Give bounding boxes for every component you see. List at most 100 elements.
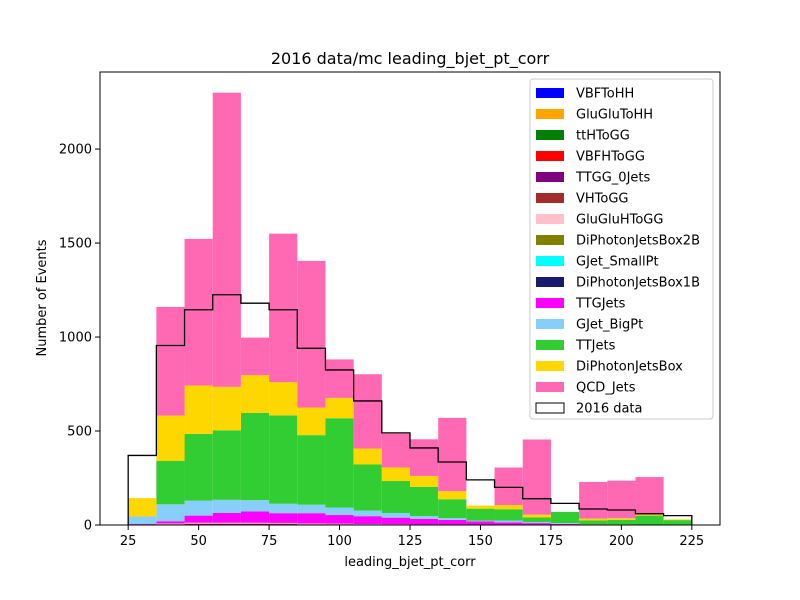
bar-ttjets-bin-10 (410, 486, 439, 516)
bar-ttjets-bin-17 (607, 519, 636, 525)
legend-label-diphotonjetsbox1b: DiPhotonJetsBox1B (576, 276, 700, 291)
bar-qcd-jets-bin-2 (184, 238, 213, 386)
bar-glugluhtogg-bin-6 (297, 523, 326, 525)
legend-label-vbfhtogg: VBFHToGG (576, 150, 645, 165)
x-tick-label: 125 (398, 534, 423, 549)
bar-qcd-jets-bin-13 (494, 467, 523, 506)
bar-ttjets-bin-8 (353, 464, 382, 511)
legend: VBFToHH GluGluToHH ttHToGG VBFHToGG TTGG_0Je… (529, 78, 714, 420)
legend-swatch-vbfhtogg (536, 151, 564, 161)
bar-gjet-bigpt-bin-7 (325, 507, 354, 516)
bar-gjet-bigpt-bin-8 (353, 510, 382, 517)
x-tick-label: 200 (609, 534, 634, 549)
bar-diphotonjetsbox-bin-1 (156, 415, 185, 461)
bar-ttjets-bin-3 (212, 430, 241, 500)
bar-gjet-bigpt-bin-11 (438, 518, 467, 520)
bar-diphotonjetsbox-bin-9 (381, 467, 410, 482)
legend-swatch-ttjets (536, 340, 564, 350)
bar-qcd-jets-bin-8 (353, 374, 382, 449)
bar-qcd-jets-bin-18 (635, 477, 664, 515)
legend-swatch-vbftohh (536, 88, 564, 98)
bar-ttgjets-bin-4 (240, 511, 270, 523)
bar-ttgjets-bin-3 (212, 512, 241, 523)
bar-ttgjets-bin-6 (297, 513, 326, 524)
bar-glugluhtogg-bin-5 (269, 522, 298, 524)
x-tick-label: 225 (679, 534, 704, 549)
bar-gjet-bigpt-bin-4 (240, 500, 270, 512)
stacked-bars (128, 92, 692, 526)
bar-qcd-jets-bin-3 (212, 92, 241, 387)
bar-vhtogg-bin-2 (184, 523, 213, 525)
legend-label-2016-data: 2016 data (576, 402, 643, 417)
bar-ttjets-bin-13 (494, 509, 523, 521)
bar-qcd-jets-bin-10 (410, 439, 439, 476)
x-tick-label: 75 (261, 534, 278, 549)
bar-ttgjets-bin-8 (353, 516, 382, 525)
legend-label-qcd-jets: QCD_Jets (576, 381, 636, 396)
bar-diphotonjetsbox-bin-0 (128, 498, 157, 517)
bar-ttgjets-bin-0 (128, 524, 157, 525)
bar-gjet-bigpt-bin-9 (381, 512, 410, 518)
bar-glugluhtogg-bin-1 (156, 523, 185, 525)
bar-diphotonjetsbox-bin-2 (184, 385, 213, 434)
chart-title: 2016 data/mc leading_bjet_pt_corr (271, 49, 550, 69)
legend-label-gluglutohh: GluGluToHH (576, 108, 653, 123)
bar-ttgjets-bin-12 (466, 521, 495, 525)
legend-swatch-glugluhtogg (536, 214, 564, 224)
legend-label-glugluhtogg: GluGluHToGG (576, 213, 663, 228)
bar-qcd-jets-bin-5 (269, 233, 298, 383)
y-axis-label: Number of Events (35, 239, 50, 356)
bar-diphotonjetsbox-bin-11 (438, 491, 467, 500)
bar-vhtogg-bin-7 (325, 524, 354, 525)
bar-ttgjets-bin-1 (156, 521, 185, 524)
legend-swatch-diphotonjetsbox1b (536, 277, 564, 287)
bar-diphotonjetsbox-bin-16 (579, 518, 608, 521)
legend-swatch-tthtogg (536, 130, 564, 140)
bar-qcd-jets-bin-14 (522, 439, 551, 515)
bar-ttgjets-bin-11 (438, 519, 467, 525)
legend-label-diphotonjetsbox: DiPhotonJetsBox (576, 360, 683, 375)
bar-qcd-jets-bin-11 (438, 417, 467, 492)
x-axis-ticks: 25 50 75 100 125 150 175 200 225 (120, 525, 704, 549)
bar-diphotonjetsbox-bin-3 (212, 386, 241, 431)
legend-label-ttgjets: TTGJets (575, 297, 626, 312)
legend-swatch-gjet-bigpt (536, 319, 564, 329)
legend-swatch-ttgg-0jets (536, 172, 564, 182)
bar-gjet-bigpt-bin-6 (297, 504, 326, 514)
bar-ttjets-bin-7 (325, 418, 354, 508)
bar-ttjets-bin-19 (663, 520, 692, 525)
legend-swatch-2016-data (535, 402, 565, 414)
bar-ttjets-bin-6 (297, 435, 326, 505)
bar-ttjets-bin-16 (579, 520, 608, 525)
bar-glugluhtogg-bin-2 (184, 522, 213, 524)
bar-vhtogg-bin-5 (269, 523, 298, 525)
bar-diphotonjetsbox-bin-5 (269, 382, 298, 416)
bar-qcd-jets-bin-1 (156, 306, 185, 416)
y-tick-label: 500 (67, 425, 92, 440)
bar-ttjets-bin-5 (269, 415, 298, 504)
legend-swatch-qcd-jets (536, 382, 564, 392)
legend-label-ttgg-0jets: TTGG_0Jets (575, 171, 651, 186)
legend-swatch-gluglutohh (536, 109, 564, 119)
bar-gjet-bigpt-bin-3 (212, 499, 241, 513)
bar-qcd-jets-bin-4 (240, 337, 270, 376)
bar-diphotonjetsbox-bin-8 (353, 448, 382, 465)
bar-gjet-bigpt-bin-12 (466, 520, 495, 522)
y-tick-label: 1000 (59, 331, 92, 346)
legend-swatch-gjet-smallpt (536, 256, 564, 266)
bar-diphotonjetsbox-bin-10 (410, 475, 439, 487)
bar-diphotonjetsbox-bin-6 (297, 407, 326, 436)
bar-qcd-jets-bin-6 (297, 260, 326, 408)
bar-ttjets-bin-14 (522, 517, 551, 523)
bar-gjet-bigpt-bin-10 (410, 515, 439, 519)
legend-label-diphotonjetsbox2b: DiPhotonJetsBox2B (576, 234, 700, 249)
bar-diphotonjetsbox-bin-7 (325, 397, 354, 419)
x-tick-label: 25 (120, 534, 137, 549)
bar-diphotonjetsbox-bin-14 (522, 514, 551, 518)
bar-ttgjets-bin-9 (381, 517, 410, 525)
bar-diphotonjetsbox-bin-18 (635, 514, 664, 516)
bar-gjet-bigpt-bin-14 (522, 522, 551, 524)
x-tick-label: 175 (538, 534, 563, 549)
bar-vhtogg-bin-4 (240, 523, 270, 525)
bar-ttgjets-bin-13 (494, 522, 523, 525)
